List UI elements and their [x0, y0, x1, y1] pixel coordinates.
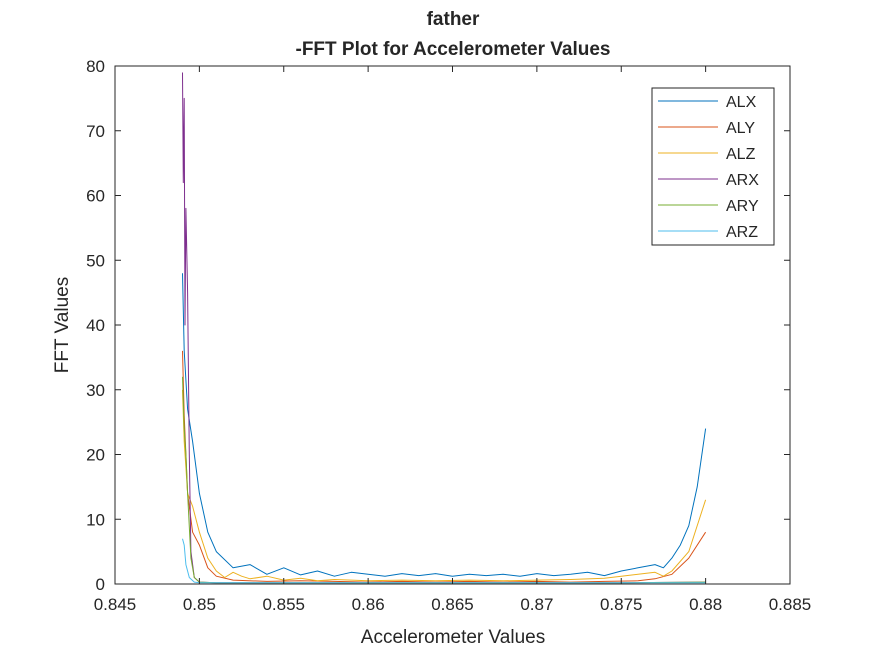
legend-box	[651, 87, 775, 246]
y-tick-label: 50	[86, 251, 105, 270]
y-tick-label: 40	[86, 316, 105, 335]
chart-title: father	[427, 9, 480, 30]
series-line-alx	[182, 273, 707, 577]
x-tick-label: 0.845	[94, 595, 137, 614]
y-tick-label: 70	[86, 122, 105, 141]
x-tick-label: 0.86	[352, 595, 385, 614]
legend-label-arx: ARX	[726, 172, 759, 189]
x-tick-label: 0.85	[183, 595, 216, 614]
y-tick-label: 10	[86, 510, 105, 529]
legend-label-alz: ALZ	[726, 146, 756, 163]
y-tick-label: 60	[86, 187, 105, 206]
series-line-alz	[182, 389, 707, 582]
x-tick-label: 0.885	[769, 595, 812, 614]
legend-label-aly: ALY	[726, 120, 755, 137]
series-group	[182, 72, 707, 584]
y-tick-label: 20	[86, 446, 105, 465]
x-tick-label: 0.87	[520, 595, 553, 614]
legend: ALX ALY ALZ ARX ARY ARZ	[651, 87, 775, 246]
legend-label-alx: ALX	[726, 94, 757, 111]
x-tick-label: 0.88	[689, 595, 722, 614]
series-line-aly	[182, 350, 707, 583]
x-tick-label: 0.865	[431, 595, 474, 614]
x-tick-label: 0.875	[600, 595, 643, 614]
legend-label-arz: ARZ	[726, 224, 758, 241]
x-tick-label: 0.855	[262, 595, 305, 614]
y-tick-label: 0	[96, 575, 105, 594]
legend-label-ary: ARY	[726, 198, 759, 215]
y-axis-label: FFT Values	[52, 277, 73, 373]
chart-subtitle: -FFT Plot for Accelerometer Values	[296, 39, 611, 60]
y-tick-label: 30	[86, 381, 105, 400]
series-line-arz	[182, 538, 706, 584]
y-tick-label: 80	[86, 57, 105, 76]
x-axis-label: Accelerometer Values	[361, 627, 545, 648]
ticks-group: 0.845 0.85 0.855 0.86 0.865 0.87 0.875 0.88 0.88…	[86, 57, 811, 614]
